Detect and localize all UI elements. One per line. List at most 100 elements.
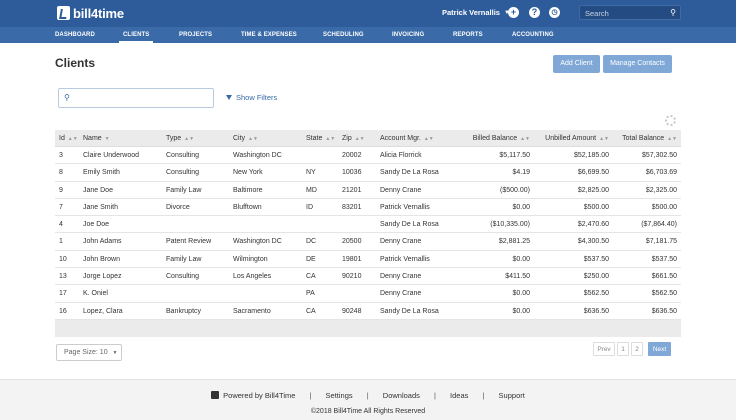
add-client-button[interactable]: Add Client [553, 55, 600, 73]
table-cell: 4 [59, 221, 63, 229]
table-cell: $500.00 [583, 203, 609, 211]
page-size-select[interactable]: Page Size: 10 ▼ [56, 344, 122, 361]
col-total-balance[interactable]: Total Balance ▲▼ [622, 135, 677, 142]
table-cell: Denny Crane [380, 273, 422, 281]
nav-projects[interactable]: PROJECTS [179, 32, 213, 38]
table-cell: K. Oniel [83, 290, 108, 298]
col-account-mgr[interactable]: Account Mgr. ▲▼ [380, 135, 434, 142]
gear-icon[interactable] [665, 115, 676, 126]
sort-icon: ▲▼ [184, 136, 195, 142]
table-cell: Emily Smith [83, 169, 120, 177]
table-cell: $57,302.50 [641, 152, 677, 159]
powered-by[interactable]: Powered by Bill4Time [211, 391, 295, 400]
table-cell: Consulting [166, 273, 200, 281]
table-cell: $250.00 [583, 273, 609, 281]
table-row[interactable]: 3 Claire Underwood Consulting Washington DC… [55, 147, 681, 165]
client-search-input[interactable]: ⚲ [58, 88, 214, 108]
nav-reports[interactable]: REPORTS [453, 32, 483, 38]
footer-link-downloads[interactable]: Downloads [382, 391, 420, 400]
user-name: Patrick Vernallis [442, 8, 500, 17]
user-menu[interactable]: Patrick Vernallis ▼ [442, 8, 510, 17]
table-cell: $500.00 [651, 203, 677, 211]
table-cell: Consulting [166, 152, 200, 159]
table-body: 3 Claire Underwood Consulting Washington DC… [55, 147, 681, 320]
manage-contacts-button[interactable]: Manage Contacts [603, 55, 672, 73]
nav-time-expenses[interactable]: TIME & EXPENSES [241, 32, 297, 38]
table-cell: 20500 [342, 238, 362, 246]
app-logo[interactable]: bill4time [57, 5, 124, 21]
table-cell: Claire Underwood [83, 152, 140, 159]
clients-table: Id ▲▼ Name ▼ Type ▲▼ City ▲▼ State ▲▼ Zi… [55, 130, 681, 337]
table-cell: $562.50 [583, 290, 609, 298]
table-cell: 7 [59, 203, 63, 211]
table-cell: Sandy De La Rosa [380, 221, 439, 229]
table-cell: Los Angeles [233, 273, 272, 281]
sort-icon: ▼ [104, 136, 110, 142]
table-row[interactable]: 10 John Brown Family Law Wilmington DE 19801 P… [55, 251, 681, 269]
help-circle-icon[interactable]: ? [529, 7, 540, 18]
sort-icon: ▲▼ [354, 136, 365, 142]
search-icon[interactable]: ⚲ [670, 8, 676, 17]
col-billed-balance[interactable]: Billed Balance ▲▼ [472, 135, 530, 142]
table-cell: 19801 [342, 255, 362, 263]
table-row[interactable]: 4 Joe Doe Sandy De La Rosa ($10,335.00) $2,4… [55, 216, 681, 234]
table-cell: $5,117.50 [499, 152, 530, 159]
page-2-button[interactable]: 2 [631, 342, 643, 356]
footer-link-settings[interactable]: Settings [325, 391, 353, 400]
table-cell: Patent Review [166, 238, 212, 246]
table-cell: $6,703.69 [645, 169, 677, 177]
sort-icon: ▲▼ [520, 136, 530, 142]
table-cell: $2,825.00 [577, 186, 609, 194]
table-cell: Jane Doe [83, 186, 113, 194]
global-search-input[interactable]: Search ⚲ [579, 5, 681, 20]
table-row[interactable]: 7 Jane Smith Divorce Blufftown ID 83201 Patric… [55, 199, 681, 217]
next-page-button[interactable]: Next [648, 342, 671, 356]
table-row[interactable]: 8 Emily Smith Consulting New York NY 10036 San… [55, 164, 681, 182]
col-type[interactable]: Type ▲▼ [166, 135, 195, 142]
col-name[interactable]: Name ▼ [83, 135, 110, 142]
table-cell: 16 [59, 307, 67, 315]
table-cell [342, 216, 378, 233]
table-cell: $7,181.75 [645, 238, 677, 246]
show-filters-link[interactable]: Show Filters [226, 93, 277, 102]
table-row[interactable]: 17 K. Oniel PA Denny Crane $0.00 $562.50 $562.… [55, 285, 681, 303]
sort-icon: ▲▼ [248, 136, 258, 142]
col-id[interactable]: Id ▲▼ [59, 135, 78, 142]
filter-icon [226, 95, 232, 100]
table-row[interactable]: 16 Lopez, Clara Bankruptcy Sacramento CA 9024… [55, 303, 681, 320]
table-cell: 9 [59, 186, 63, 194]
footer-link-ideas[interactable]: Ideas [450, 391, 469, 400]
table-cell: Denny Crane [380, 186, 422, 194]
table-cell: $661.50 [651, 273, 677, 281]
table-row[interactable]: 9 Jane Doe Family Law Baltimore MD 21201 Denny… [55, 182, 681, 199]
nav-clients[interactable]: CLIENTS [118, 27, 154, 43]
col-city[interactable]: City ▲▼ [233, 135, 258, 142]
nav-scheduling[interactable]: SCHEDULING [323, 32, 364, 38]
copyright: ©2018 Bill4Time All Rights Reserved [310, 408, 426, 415]
footer-link-support[interactable]: Support [498, 391, 525, 400]
plus-circle-icon[interactable]: + [508, 7, 519, 18]
col-zip[interactable]: Zip ▲▼ [342, 135, 365, 142]
col-unbilled-amount[interactable]: Unbilled Amount ▲▼ [545, 135, 609, 142]
table-row[interactable]: 1 John Adams Patent Review Washington DC DC 2… [55, 233, 681, 251]
clock-icon[interactable]: ◷ [549, 7, 560, 18]
footer-links: Powered by Bill4Time | Settings | Downlo… [0, 391, 736, 400]
table-cell: Baltimore [233, 186, 263, 194]
nav-accounting[interactable]: ACCOUNTING [512, 32, 554, 38]
table-cell: 10 [59, 255, 67, 263]
nav-invoicing[interactable]: INVOICING [392, 32, 425, 38]
col-state[interactable]: State ▲▼ [306, 135, 336, 142]
table-cell: Lopez, Clara [83, 307, 123, 315]
table-cell: $537.50 [651, 255, 677, 263]
table-cell [306, 216, 340, 233]
page-1-button[interactable]: 1 [617, 342, 629, 356]
table-cell: Divorce [166, 203, 190, 211]
show-filters-label: Show Filters [236, 93, 278, 102]
prev-page-button[interactable]: Prev [593, 342, 615, 356]
table-row[interactable]: 13 Jorge Lopez Consulting Los Angeles CA 9021… [55, 268, 681, 286]
table-cell: Washington DC [233, 238, 282, 246]
page-size-label: Page Size: 10 [64, 349, 108, 356]
nav-dashboard[interactable]: DASHBOARD [55, 32, 95, 38]
table-cell: $636.50 [651, 307, 677, 315]
table-cell: $636.50 [583, 307, 609, 315]
